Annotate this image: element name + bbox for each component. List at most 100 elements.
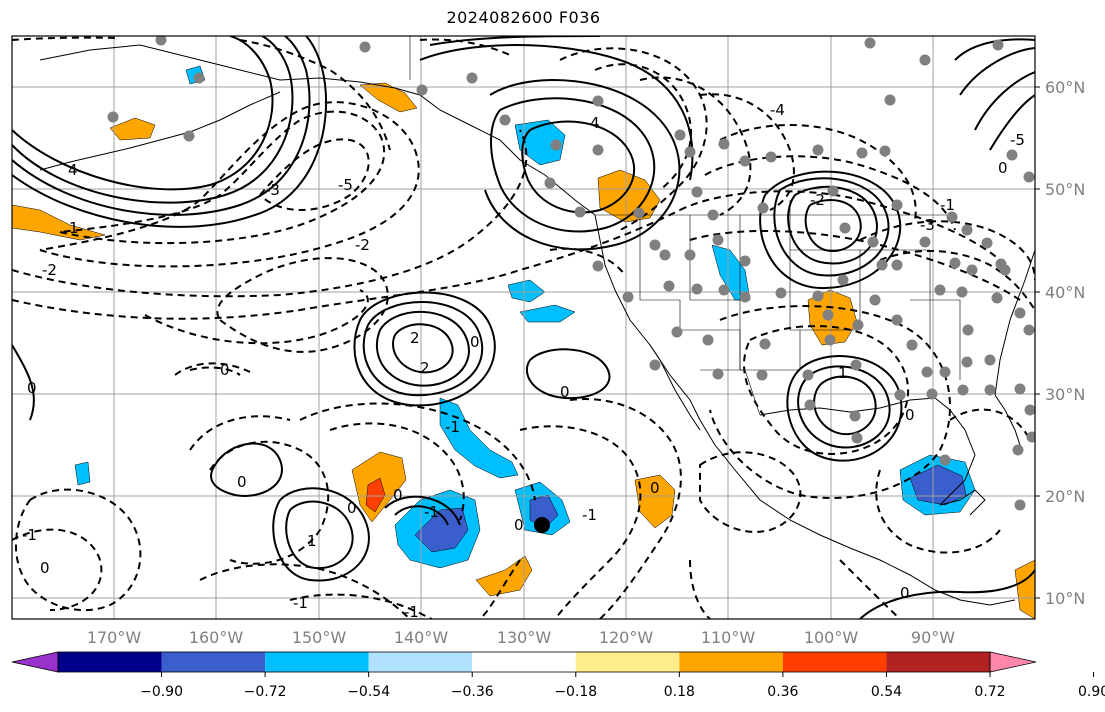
high-bc-3 xyxy=(484,79,681,251)
lat-label: 10°N xyxy=(1045,589,1085,608)
alaska-coast xyxy=(39,44,596,216)
lon-label: 130°W xyxy=(497,628,552,647)
lon-label: 120°W xyxy=(599,628,654,647)
contour-label: 0 xyxy=(900,584,910,602)
lat-label: 60°N xyxy=(1045,78,1085,97)
colorbar-tick-label: 0.90 xyxy=(1078,684,1105,700)
contour-label: 4 xyxy=(68,161,78,179)
lon-label: 160°W xyxy=(189,628,244,647)
high-bc-4 xyxy=(419,44,694,181)
colorbar-tick-label: −0.72 xyxy=(244,684,287,700)
contour-label: -3 xyxy=(265,181,280,199)
high-bc-1 xyxy=(521,120,636,214)
high-gulf-3 xyxy=(786,355,903,462)
high-trop-3 xyxy=(394,505,449,526)
colorbar-segment xyxy=(575,652,680,672)
contour-label: -1 xyxy=(582,506,597,524)
cyan-patch-east-pac-2 xyxy=(519,304,576,323)
map-title: 2024082600 F036 xyxy=(446,8,601,27)
high-mid-4 xyxy=(353,291,496,407)
contour-label: 2 xyxy=(420,359,430,377)
contour-label: -1 xyxy=(940,196,955,214)
contour-label: -4 xyxy=(770,101,785,119)
colorbar-segment xyxy=(265,652,369,672)
colorbar-tick-label: −0.36 xyxy=(451,684,494,700)
lat-label: 30°N xyxy=(1045,385,1085,404)
high-ne xyxy=(954,38,1035,61)
colorbar-segment xyxy=(679,652,783,672)
high-mid-1 xyxy=(392,323,454,374)
lon-label: 100°W xyxy=(804,628,859,647)
colorbar-tick-label: 0.18 xyxy=(664,684,695,700)
low-center-2 xyxy=(787,185,878,265)
contour-label: -1 xyxy=(404,603,419,621)
orange-patch-mexico xyxy=(634,474,676,529)
orange-patch-aleutian xyxy=(109,117,156,141)
high-nw-4 xyxy=(12,36,328,228)
high-ne-3 xyxy=(974,71,1035,131)
na-west-coast xyxy=(594,214,1016,606)
contour-label: -1 xyxy=(445,418,460,436)
blue-patch-low xyxy=(414,507,469,553)
orange-patch-south xyxy=(475,555,533,597)
lat-label: 20°N xyxy=(1045,487,1085,506)
high-nw-2 xyxy=(12,36,294,204)
contour-label: -1 xyxy=(293,594,308,612)
contour-label: 4 xyxy=(590,114,600,132)
lat-label: 40°N xyxy=(1045,283,1085,302)
contour-label: 2 xyxy=(410,329,420,347)
contour-label: 0 xyxy=(347,499,357,517)
high-gulf-2 xyxy=(797,365,891,449)
contour-label: 0 xyxy=(220,361,230,379)
cyan-patch-utah xyxy=(711,244,751,301)
contour-label: -2 xyxy=(810,191,825,209)
florida xyxy=(994,394,1021,446)
contour-label: 0 xyxy=(560,383,570,401)
cyan-patch-small xyxy=(74,461,91,486)
contour-label: -1 xyxy=(22,526,37,544)
coastlines xyxy=(39,44,1035,606)
high-nw-1 xyxy=(12,36,274,191)
colorbar: −0.90 −0.72 −0.54 −0.36 −0.18 0.18 0.36 0.54 0.7… xyxy=(11,651,1105,700)
contour-label: -2 xyxy=(42,261,57,279)
high-ne-4 xyxy=(989,94,1035,151)
contour-label: -2 xyxy=(355,236,370,254)
orange-patch-gulf-alaska xyxy=(359,82,418,113)
contour-labels: 1 -2 -2 -5 -3 4 4 -2 0 -5 2 2 0 0 0 0 1 … xyxy=(22,101,1025,621)
storm-center-marker xyxy=(534,517,550,533)
lon-label: 150°W xyxy=(292,628,347,647)
red-patch-central xyxy=(365,477,386,513)
colorbar-extend-high xyxy=(989,651,1037,673)
contour-label: -1 xyxy=(424,503,439,521)
east-coast xyxy=(994,249,1035,396)
contour-label: 0 xyxy=(470,333,480,351)
contour-label: 0 xyxy=(237,473,247,491)
colorbar-tick-label: 0.72 xyxy=(974,684,1005,700)
shading-layer xyxy=(12,65,1035,619)
orange-patch-west xyxy=(12,204,106,241)
colorbar-extend-low xyxy=(11,651,59,673)
low-center-1 xyxy=(804,199,862,252)
low-center-3 xyxy=(773,177,890,277)
baja xyxy=(649,344,701,431)
contour-label: 0 xyxy=(393,486,403,504)
lat-label: 50°N xyxy=(1045,180,1085,199)
high-nw-3 xyxy=(12,36,311,216)
lat-axis: 60°N 50°N 40°N 30°N 20°N 10°N xyxy=(1035,78,1085,608)
contour-label: 0 xyxy=(998,159,1008,177)
colorbar-tick-label: −0.18 xyxy=(554,684,597,700)
colorbar-segment xyxy=(161,652,266,672)
contour-label: -5 xyxy=(338,176,353,194)
blue-patch-gulf xyxy=(909,464,967,506)
contour-label: 0 xyxy=(27,379,37,397)
lon-label: 90°W xyxy=(911,628,955,647)
colorbar-segment xyxy=(782,652,887,672)
high-west-trop xyxy=(210,442,283,497)
low-center-4 xyxy=(759,170,902,290)
high-trop-4 xyxy=(384,495,461,526)
contour-label: 0 xyxy=(514,516,524,534)
contour-label: -3 xyxy=(920,216,935,234)
colorbar-tick-label: 0.54 xyxy=(871,684,902,700)
colorbar-tick-label: −0.54 xyxy=(347,684,390,700)
